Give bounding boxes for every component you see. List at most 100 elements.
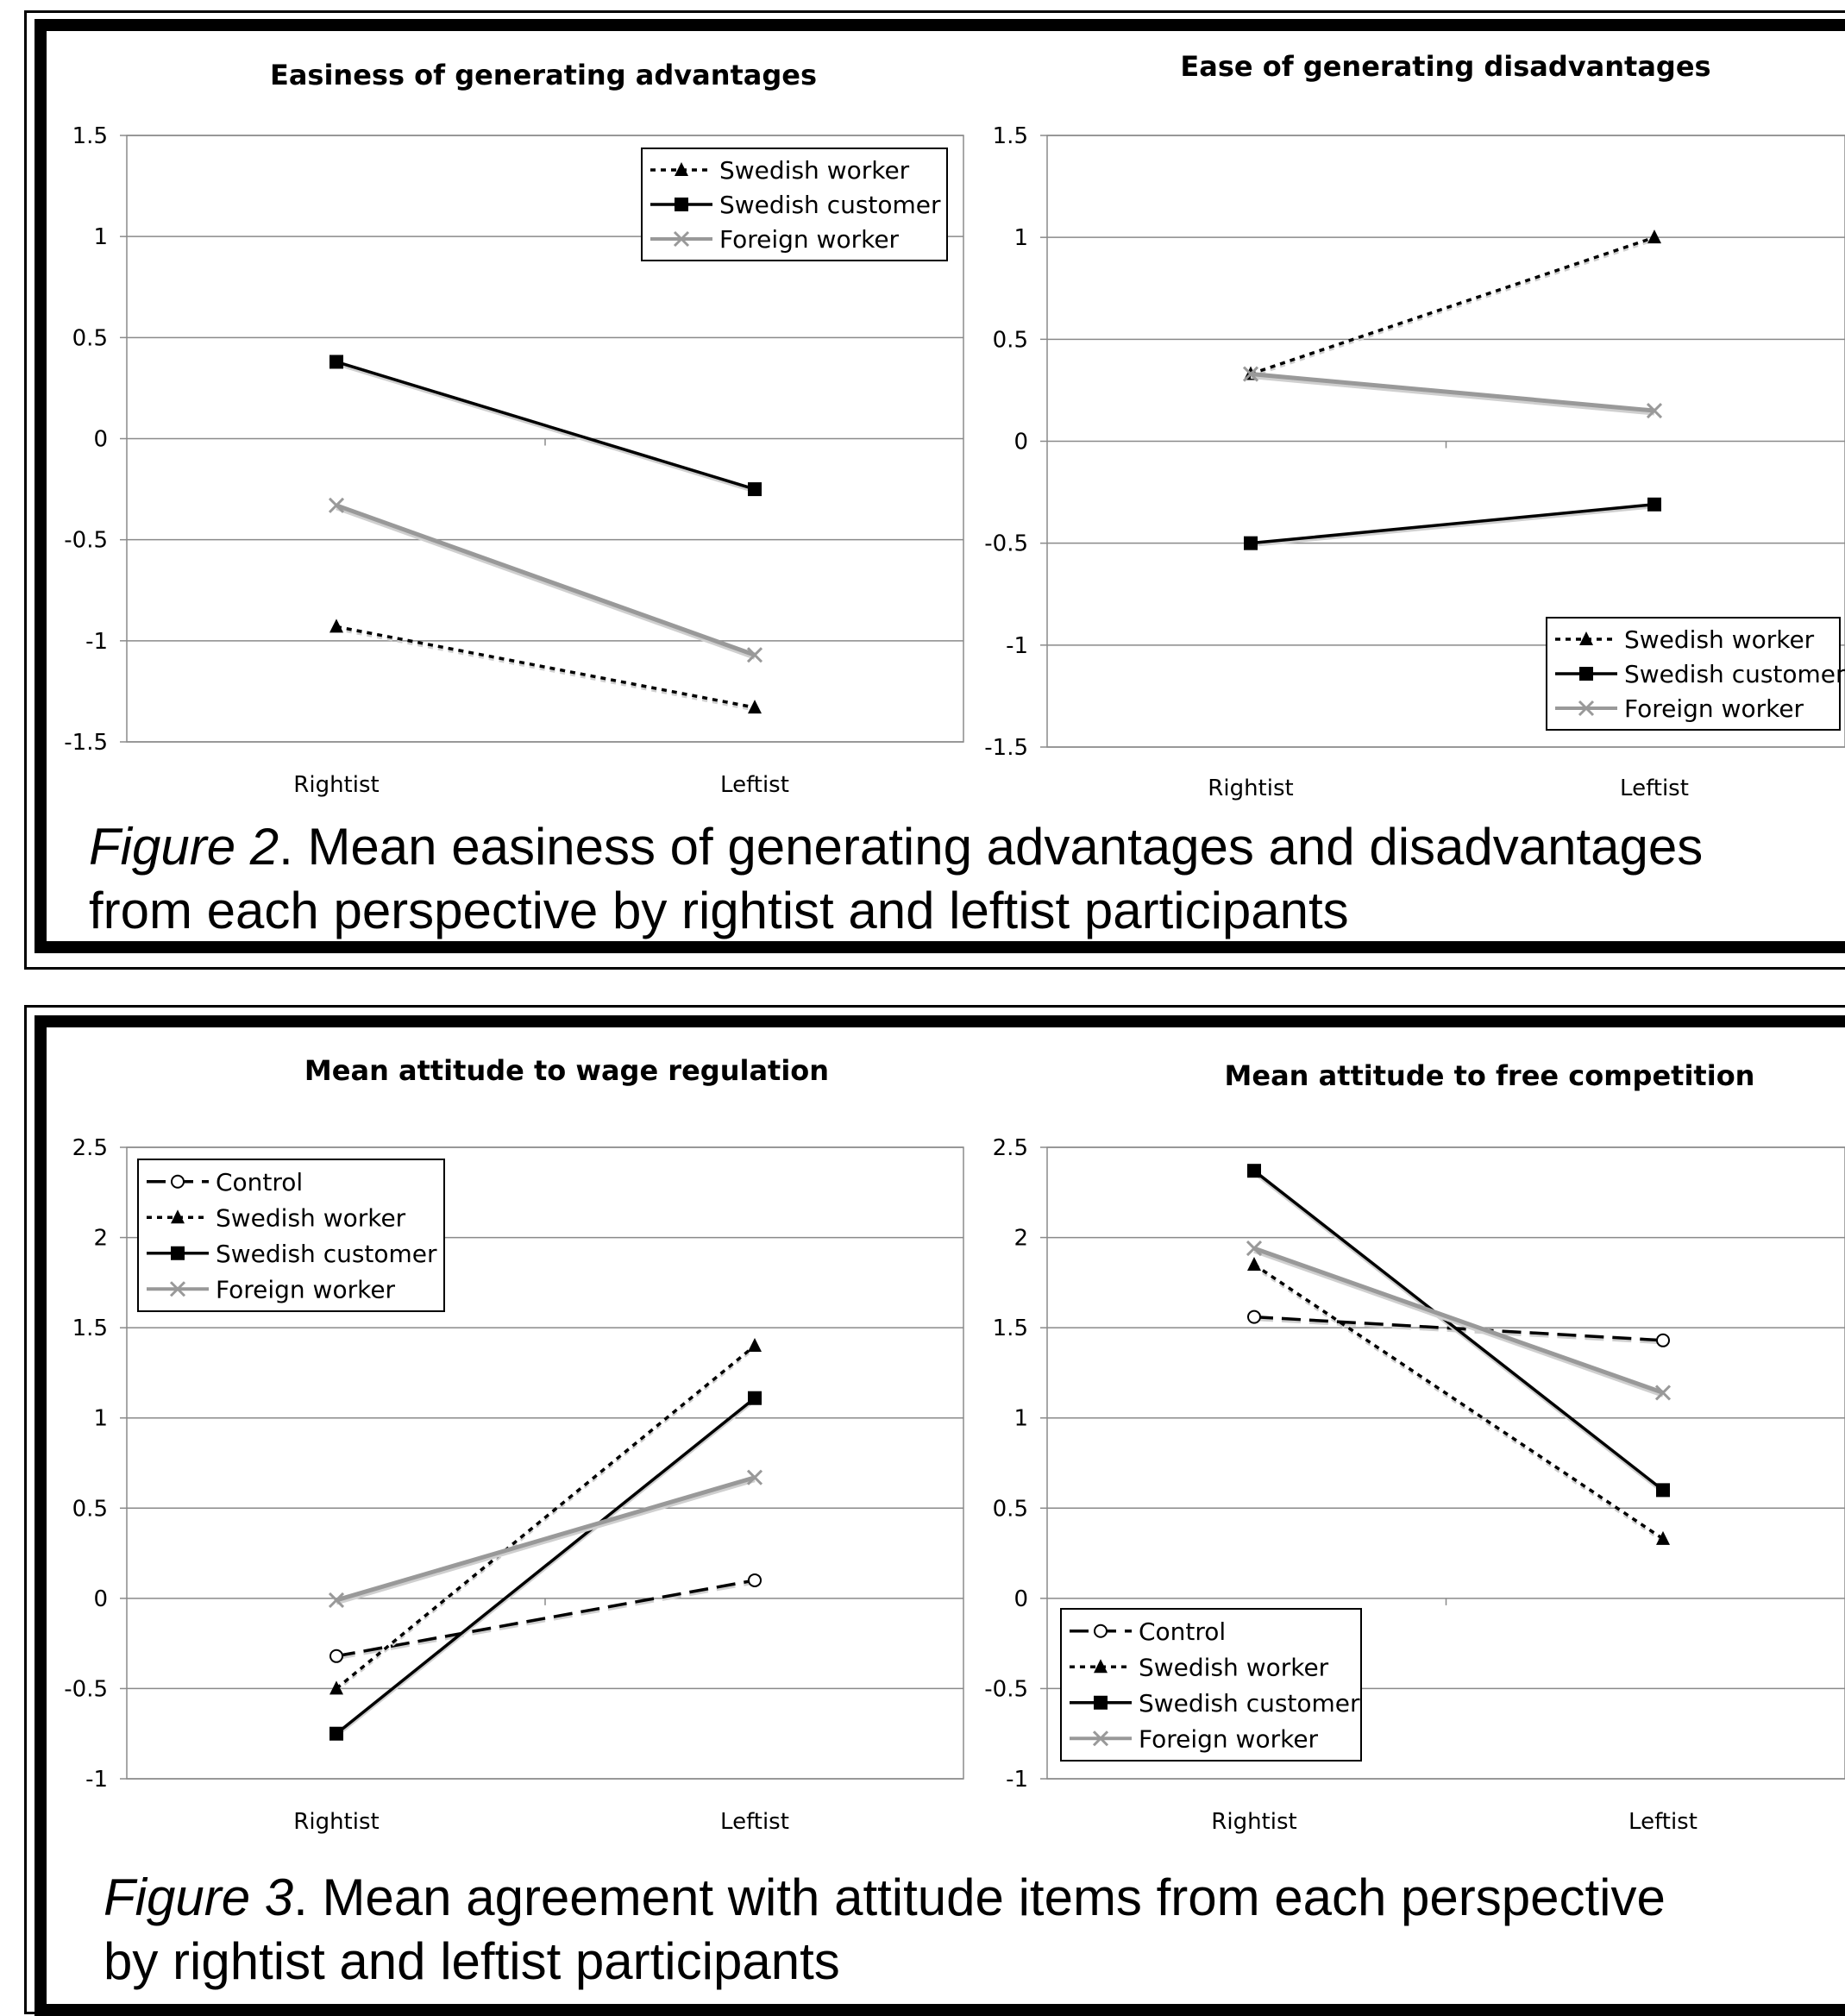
series-line [1253,1263,1664,1541]
y-tick-label: 0 [93,1586,108,1612]
y-tick-label: 1.5 [72,123,108,149]
legend-label: Swedish customer [1139,1689,1360,1718]
x-tick-label: Leftist [720,772,789,798]
x-tick-label: Rightist [293,1809,379,1835]
y-tick-label: 0 [1013,430,1028,455]
series-foreign-worker [1246,1240,1672,1401]
chart-3: Mean attitude to wage regulation 2.5 2 1.5 1… [64,1054,964,1835]
y-tick-label: -1 [1006,1767,1028,1793]
chart-title: Mean attitude to wage regulation [304,1054,829,1087]
series-shadow [336,363,756,493]
series-shadow [1253,1172,1664,1494]
data-point [329,1680,343,1695]
data-point [1646,402,1663,419]
legend-label: Foreign worker [216,1275,396,1303]
y-tick-label: 2 [1013,1226,1028,1252]
y-tick-label: 0.5 [993,327,1028,353]
legend-box [641,148,948,261]
data-point [1647,497,1661,512]
figure-2-caption-line2: from each perspective by rightist and le… [89,882,1349,939]
chart-2: Ease of generating disadvantages 1.5 1 0.5 0… [984,50,1845,801]
data-point [748,1338,762,1353]
legend-marker [675,162,688,176]
legend-label: Foreign worker [719,225,900,254]
y-tick-label: 1 [93,1406,108,1432]
chart-1: Easiness of generating advantages 1.5 1 0.5… [64,59,964,798]
y-tick-label: 2.5 [72,1135,108,1161]
series-swedish-worker [329,1338,762,1695]
legend-label: Swedish customer [216,1240,437,1268]
legend-marker [1094,1659,1108,1674]
y-tick-label: -0.5 [64,1676,108,1702]
data-point [329,619,343,633]
x-tick-label: Rightist [293,772,379,798]
legend: Control Swedish worker Swedish customer For… [1060,1608,1362,1762]
series-line [335,1344,756,1690]
y-tick-label: 0.5 [72,1496,108,1522]
x-tick-label: Rightist [1211,1809,1296,1835]
series-shadow [336,1581,756,1661]
y-tick-label: 1.5 [993,1316,1028,1341]
legend-label: Swedish worker [719,156,910,185]
legend-marker [1579,667,1593,681]
data-point [748,1573,762,1587]
data-point [329,1726,343,1741]
data-point [1654,1385,1672,1401]
legend-label: Swedish worker [216,1203,406,1232]
series-shadow [1250,506,1655,548]
figure-2-caption-label: Figure 2 [89,818,279,876]
series-line [1253,1246,1664,1395]
data-point [329,1649,343,1663]
data-point [1244,536,1258,550]
y-tick-label: 1 [1013,1406,1028,1432]
x-tick-label: Leftist [720,1809,789,1835]
y-tick-label: -0.5 [984,531,1028,557]
plot-area [1046,1146,1845,1780]
legend-label: Foreign worker [1139,1724,1319,1753]
series-foreign-worker [328,497,763,663]
data-point [1656,1333,1670,1347]
plot-area [1046,135,1845,748]
series-line [335,1397,756,1736]
data-point [328,1592,345,1609]
y-tick-label: 1 [1013,225,1028,251]
chart-4: Mean attitude to free competition 2.5 2 1.5… [984,1059,1845,1835]
y-tick-label: 0 [93,427,108,453]
data-point [1647,229,1661,244]
series-swedish-worker [329,619,762,714]
series-swedish-customer [329,355,762,497]
data-point [1247,1309,1261,1324]
data-point [748,700,762,714]
legend-marker [1579,631,1593,645]
series-shadow [1253,1265,1664,1543]
legend-marker [1092,1730,1109,1747]
figure-2-caption: Figure 2. Mean easiness of generating ad… [89,815,1703,943]
chart-title: Mean attitude to free competition [1225,1059,1755,1092]
data-point [746,1469,763,1485]
figure-3-caption-line1: . Mean agreement with attitude items fro… [293,1868,1666,1926]
figure-2-outer-border [24,10,1845,970]
legend-marker [171,1174,185,1189]
legend-marker [171,1209,185,1224]
legend-marker [1094,1623,1108,1638]
y-tick-label: 1 [93,224,108,250]
legend-marker [171,1246,185,1260]
series-shadow [336,1347,756,1693]
y-tick-label: 2.5 [993,1135,1028,1161]
legend-label: Control [1139,1617,1226,1646]
series-swedish-worker [1247,1256,1670,1545]
legend: Swedish worker Swedish customer Foreign wo… [1546,617,1845,731]
series-line [1250,372,1655,413]
series-swedish-customer [329,1391,762,1741]
y-tick-label: -1 [85,1767,108,1793]
y-tick-label: -1 [85,629,108,655]
figure-3-caption-line2: by rightist and leftist participants [104,1932,840,1990]
y-tick-label: 0 [1013,1586,1028,1612]
y-tick-label: 1.5 [993,123,1028,149]
chart-title: Easiness of generating advantages [270,59,817,91]
data-point [329,355,343,369]
series-line [1250,236,1655,376]
series-shadow [1250,238,1655,378]
legend-label: Swedish worker [1624,625,1815,654]
